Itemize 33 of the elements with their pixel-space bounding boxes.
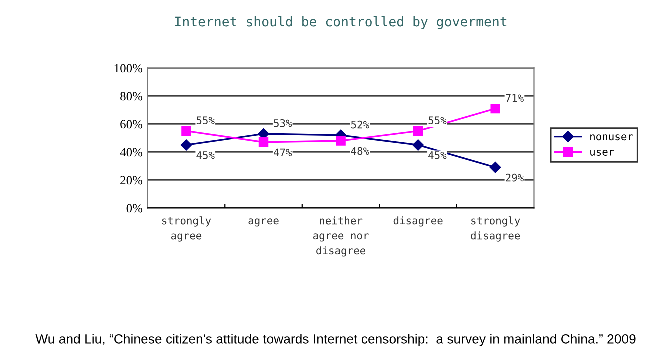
y-tick-label: 80% — [120, 92, 143, 101]
point — [490, 162, 502, 174]
point — [413, 126, 424, 136]
y-tick-label: 20% — [120, 176, 143, 185]
data-label: 48% — [351, 147, 370, 156]
data-label: 45% — [428, 152, 447, 160]
legend-label: nonuser — [590, 134, 634, 141]
data-label: 47% — [274, 148, 292, 156]
x-tick-label: disagree — [394, 216, 443, 227]
point — [490, 104, 500, 114]
point — [336, 136, 346, 146]
point — [180, 140, 192, 151]
y-tick-label: 100% — [114, 64, 143, 73]
point — [412, 140, 424, 151]
data-label: 52% — [351, 120, 370, 129]
y-tick-label: 0% — [126, 204, 143, 213]
data-label: 55% — [428, 116, 447, 125]
data-label: 71% — [506, 94, 524, 102]
x-tick-label: strongly agree — [162, 216, 212, 242]
point — [182, 126, 192, 136]
point — [258, 138, 269, 148]
y-tick-label: 40% — [120, 148, 143, 157]
text: Wu and Liu, “Chinese citizen's attitude towards Internet censorship: a survey in mainland China.” 2009 — [36, 334, 636, 346]
x-tick-label: strongly disagree — [471, 216, 520, 242]
data-label: 29% — [506, 174, 524, 182]
y-tick-label: 60% — [120, 120, 143, 129]
x-tick-label: agree — [248, 218, 279, 227]
data-label: 53% — [274, 119, 292, 128]
data-label: 55% — [196, 116, 215, 125]
chart-title: Internet should be controlled by goverment — [176, 16, 507, 30]
data-label: 45% — [196, 152, 215, 160]
legend-label: user — [590, 150, 614, 156]
x-tick-label: neither agree nor disagree — [313, 216, 369, 257]
